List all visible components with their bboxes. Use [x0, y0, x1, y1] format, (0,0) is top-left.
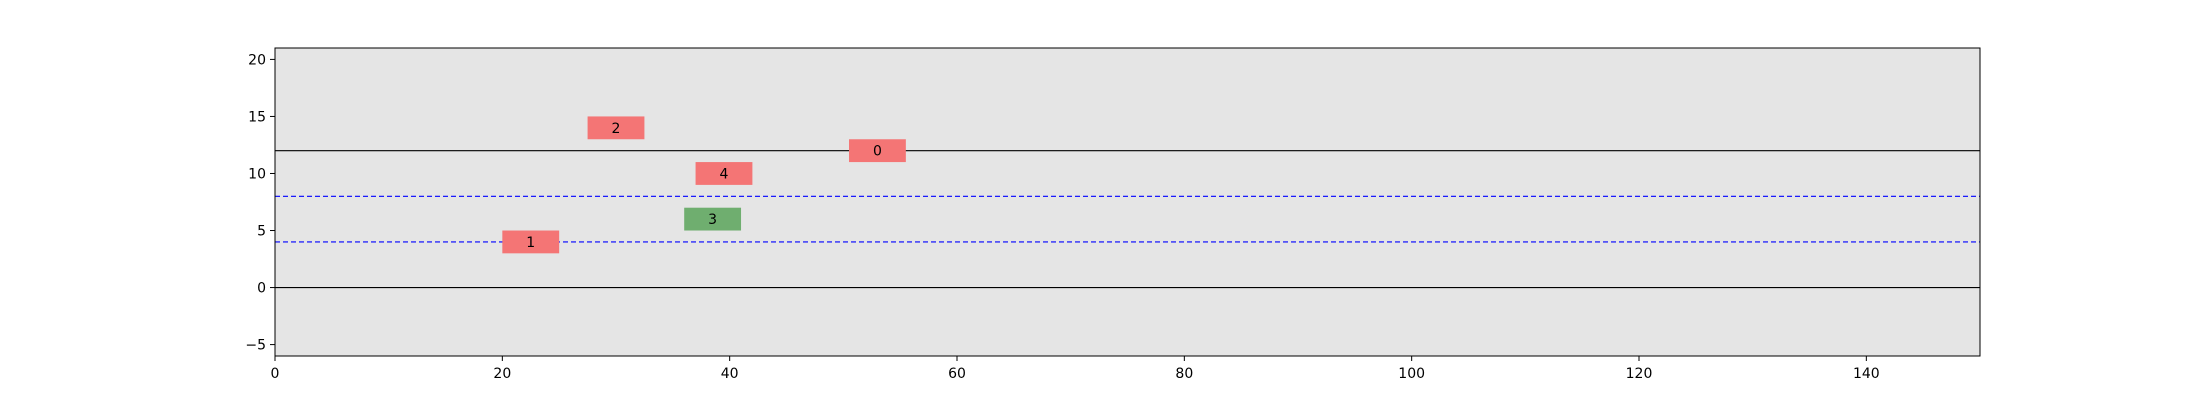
box-label-1: 1	[526, 235, 535, 251]
y-tick-label-4: 15	[248, 109, 266, 125]
y-tick-label-1: 0	[257, 281, 266, 297]
box-3	[684, 207, 742, 231]
x-axis: 0 20 40 60 80 100 120 140	[271, 356, 1880, 382]
y-tick-label-3: 10	[248, 166, 266, 182]
box-label-2: 2	[612, 121, 621, 137]
y-tick-label-5: 20	[248, 52, 266, 68]
x-tick-label-5: 100	[1398, 366, 1425, 382]
box-2	[587, 116, 645, 140]
y-axis: −5 0 5 10 15 20	[245, 52, 275, 354]
x-tick-label-2: 40	[721, 366, 739, 382]
box-label-0: 0	[873, 144, 882, 160]
x-tick-label-0: 0	[271, 366, 280, 382]
x-tick-label-7: 140	[1853, 366, 1880, 382]
box-label-4: 4	[720, 166, 729, 182]
boxes-layer: 0 1 2 3 4	[502, 116, 906, 254]
x-tick-label-6: 120	[1626, 366, 1653, 382]
x-tick-label-1: 20	[493, 366, 511, 382]
x-tick-label-3: 60	[948, 366, 966, 382]
x-tick-label-4: 80	[1175, 366, 1193, 382]
box-4	[695, 162, 753, 185]
box-1	[502, 230, 560, 254]
y-tick-label-2: 5	[257, 224, 266, 240]
box-label-3: 3	[708, 212, 717, 228]
y-tick-label-0: −5	[245, 338, 266, 354]
plot-area	[275, 48, 1980, 356]
plot-frame	[274, 47, 1981, 357]
box-0	[849, 139, 906, 163]
